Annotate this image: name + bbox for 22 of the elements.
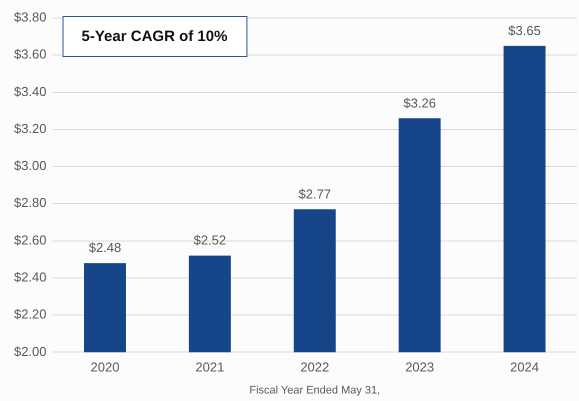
y-tick-label: $2.40 xyxy=(14,270,47,285)
y-tick-label: $3.40 xyxy=(14,84,47,99)
annotation: 5-Year CAGR of 10% xyxy=(82,28,228,46)
y-tick-label: $2.80 xyxy=(14,195,47,210)
y-tick-label: $3.00 xyxy=(14,158,47,174)
data-label: $3.26 xyxy=(403,95,436,110)
y-tick-label: $2.00 xyxy=(14,344,47,359)
data-label: $2.77 xyxy=(298,186,332,202)
y-tick-label: $3.80 xyxy=(14,10,47,25)
data-label: $2.52 xyxy=(194,232,226,248)
y-tick-label: $2.20 xyxy=(14,306,47,322)
x-tick-label: 2024 xyxy=(510,360,540,375)
y-tick-label: $3.60 xyxy=(14,46,47,62)
y-tick-label: $2.60 xyxy=(14,232,47,248)
x-tick-label: 2023 xyxy=(405,360,434,375)
x-axis-title: Fiscal Year Ended May 31, xyxy=(249,384,380,396)
y-tick-label: $3.20 xyxy=(14,120,47,136)
data-label: $2.48 xyxy=(88,240,122,256)
data-label: $3.65 xyxy=(508,22,541,38)
x-tick-label: 2021 xyxy=(195,360,224,375)
x-tick-label: 2020 xyxy=(90,360,120,375)
x-tick-label: 2022 xyxy=(300,360,330,375)
